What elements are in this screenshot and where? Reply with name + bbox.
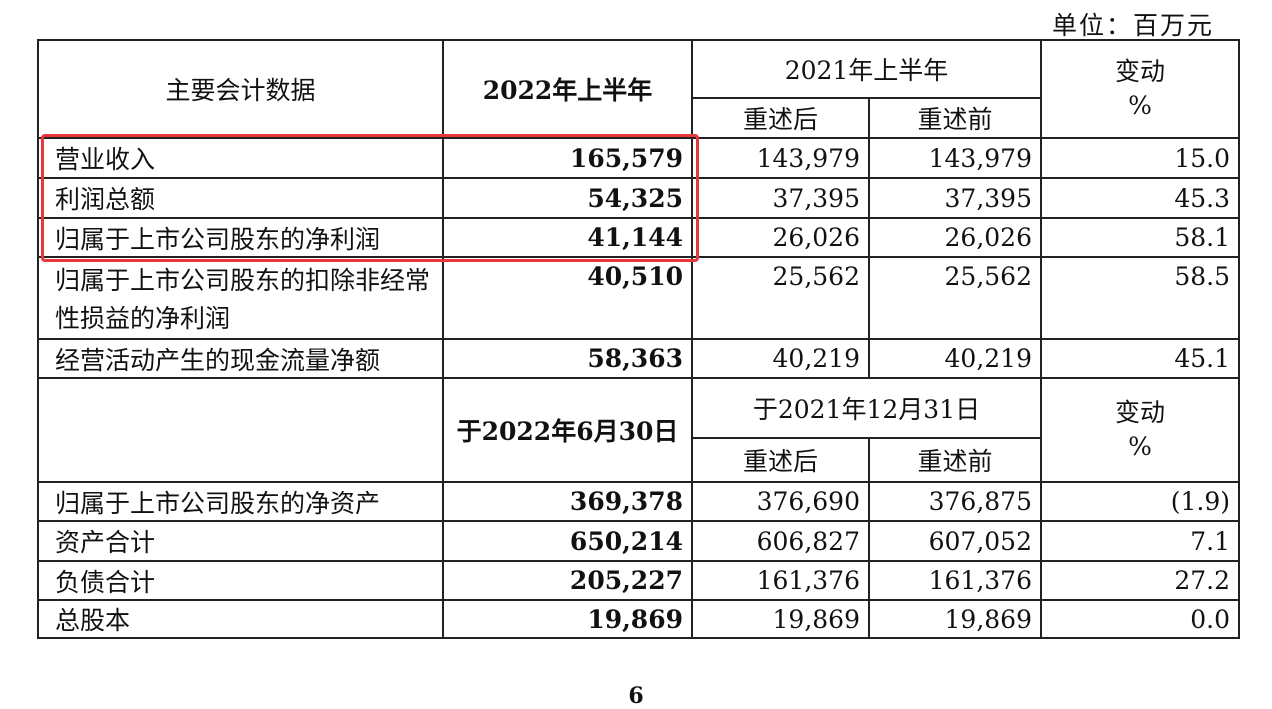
row-value-change: 0.0 <box>1040 599 1240 639</box>
row-value-restated: 19,869 <box>691 599 870 639</box>
header-2022-h1: 2022年上半年 <box>442 39 693 139</box>
table-row: 资产合计 650,214 606,827 607,052 7.1 <box>37 520 1240 562</box>
financial-table: 主要会计数据 2022年上半年 2021年上半年 变动 % 重述后 重述前 营业… <box>37 39 1240 639</box>
header-main-data: 主要会计数据 <box>37 39 444 139</box>
row-value-restated: 606,827 <box>691 520 870 562</box>
row-label: 归属于上市公司股东的净资产 <box>37 481 444 522</box>
row-value-2022: 41,144 <box>442 217 693 258</box>
header-change: 变动 % <box>1040 39 1240 139</box>
row-value-change: 45.1 <box>1040 338 1240 379</box>
page-number: 6 <box>628 683 644 709</box>
table-row: 营业收入 165,579 143,979 143,979 15.0 <box>37 137 1240 179</box>
row-value-restated: 376,690 <box>691 481 870 522</box>
header-2021-h1: 2021年上半年 <box>691 39 1042 99</box>
row-value-restated: 161,376 <box>691 560 870 601</box>
table-row: 归属于上市公司股东的净利润 41,144 26,026 26,026 58.1 <box>37 217 1240 258</box>
row-value-restated: 37,395 <box>691 177 870 219</box>
header2-row-sub: 重述后 重述前 <box>38 437 1239 483</box>
row-value-before: 40,219 <box>868 338 1042 379</box>
row-value-before: 19,869 <box>868 599 1042 639</box>
header2-row-top: 于2022年6月30日 于2021年12月31日 变动 % <box>37 377 1240 483</box>
header1-row-top: 主要会计数据 2022年上半年 2021年上半年 变动 % <box>37 39 1240 139</box>
row-value-before: 37,395 <box>868 177 1042 219</box>
unit-label: 单位：百万元 <box>1051 11 1214 40</box>
row-value-before: 376,875 <box>868 481 1042 522</box>
header-2021-dec31: 于2021年12月31日 <box>691 377 1042 439</box>
header2-empty <box>37 377 444 483</box>
header-change-label: 变动 <box>1114 57 1165 86</box>
header-change-pct: % <box>1128 91 1152 120</box>
row-label: 归属于上市公司股东的扣除非经常性损益的净利润 <box>37 256 444 340</box>
row-label: 利润总额 <box>37 177 444 219</box>
header-2022-jun30: 于2022年6月30日 <box>442 377 693 483</box>
row-value-2022: 54,325 <box>442 177 693 219</box>
row-value-change: 58.5 <box>1040 256 1240 340</box>
table-row: 负债合计 205,227 161,376 161,376 27.2 <box>37 560 1240 601</box>
header2-restated: 重述后 <box>691 437 870 483</box>
row-value-restated: 26,026 <box>691 217 870 258</box>
row-value-2022: 19,869 <box>442 599 693 639</box>
header1-row-sub: 重述后 重述前 <box>38 97 1239 139</box>
row-label: 营业收入 <box>37 137 444 179</box>
row-value-before: 26,026 <box>868 217 1042 258</box>
table-row: 总股本 19,869 19,869 19,869 0.0 <box>37 599 1240 639</box>
row-label: 归属于上市公司股东的净利润 <box>37 217 444 258</box>
table-row: 归属于上市公司股东的净资产 369,378 376,690 376,875 (1… <box>37 481 1240 522</box>
row-value-before: 25,562 <box>868 256 1042 340</box>
row-value-2022: 58,363 <box>442 338 693 379</box>
table-row: 归属于上市公司股东的扣除非经常性损益的净利润 40,510 25,562 25,… <box>37 256 1240 340</box>
row-value-change: 58.1 <box>1040 217 1240 258</box>
row-value-change: (1.9) <box>1040 481 1240 522</box>
row-label: 负债合计 <box>37 560 444 601</box>
header2-change-pct: % <box>1128 432 1152 461</box>
row-label: 资产合计 <box>37 520 444 562</box>
row-value-before: 607,052 <box>868 520 1042 562</box>
row-value-2022: 165,579 <box>442 137 693 179</box>
row-value-change: 27.2 <box>1040 560 1240 601</box>
row-value-2022: 369,378 <box>442 481 693 522</box>
row-label: 总股本 <box>37 599 444 639</box>
row-value-before: 161,376 <box>868 560 1042 601</box>
header2-before: 重述前 <box>868 437 1042 483</box>
table-row: 利润总额 54,325 37,395 37,395 45.3 <box>37 177 1240 219</box>
table-row: 经营活动产生的现金流量净额 58,363 40,219 40,219 45.1 <box>37 338 1240 379</box>
row-value-restated: 143,979 <box>691 137 870 179</box>
header2-change: 变动 % <box>1040 377 1240 483</box>
header-before: 重述前 <box>868 97 1042 139</box>
row-value-2022: 205,227 <box>442 560 693 601</box>
row-value-restated: 40,219 <box>691 338 870 379</box>
row-label: 经营活动产生的现金流量净额 <box>37 338 444 379</box>
row-value-before: 143,979 <box>868 137 1042 179</box>
row-value-change: 7.1 <box>1040 520 1240 562</box>
header-restated: 重述后 <box>691 97 870 139</box>
row-value-restated: 25,562 <box>691 256 870 340</box>
row-value-change: 45.3 <box>1040 177 1240 219</box>
row-value-2022: 40,510 <box>442 256 693 340</box>
row-value-change: 15.0 <box>1040 137 1240 179</box>
row-value-2022: 650,214 <box>442 520 693 562</box>
header2-change-label: 变动 <box>1114 398 1165 427</box>
